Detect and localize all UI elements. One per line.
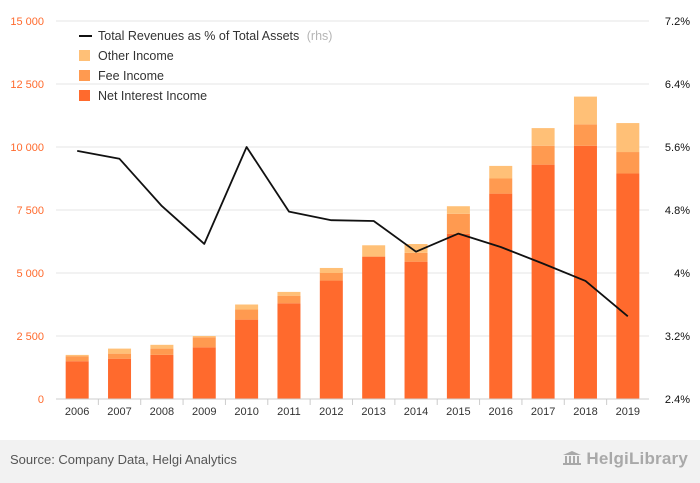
bar-net-interest-income — [319, 280, 343, 399]
bar-net-interest-income — [192, 347, 216, 399]
bar-net-interest-income — [489, 193, 513, 399]
legend: Total Revenues as % of Total Assets (rhs… — [79, 29, 332, 103]
bar-net-interest-income — [404, 261, 428, 399]
y-left-tick-label: 0 — [38, 394, 44, 406]
source-note: Source: Company Data, Helgi Analytics — [10, 452, 237, 467]
x-tick-label: 2010 — [234, 406, 258, 418]
x-tick-label: 2007 — [107, 406, 131, 418]
bar-fee-income — [235, 309, 259, 320]
bar-other-income — [235, 304, 259, 310]
bar-fee-income — [150, 348, 174, 355]
y-left-tick-label: 15 000 — [10, 16, 44, 28]
bar-fee-income — [573, 124, 597, 146]
y-left-tick-label: 2 500 — [16, 331, 44, 343]
bar-net-interest-income — [150, 354, 174, 399]
x-tick-label: 2008 — [150, 406, 174, 418]
x-tick-label: 2014 — [404, 406, 428, 418]
bar-fee-income — [616, 152, 640, 174]
x-tick-label: 2006 — [65, 406, 89, 418]
bar-other-income — [65, 354, 89, 357]
bar-fee-income — [446, 213, 470, 234]
bar-other-income — [319, 267, 343, 273]
axes: 0 2.4% 2 500 3.2% 5 000 4% 7 500 4.8% 10 000 5.6%… — [10, 16, 690, 418]
bar-other-income — [108, 348, 132, 354]
x-tick-label: 2017 — [531, 406, 555, 418]
bar-fee-income — [65, 356, 89, 362]
bar-net-interest-income — [235, 319, 259, 399]
bar-net-interest-income — [277, 303, 301, 399]
bar-other-income — [573, 96, 597, 125]
bar-net-interest-income — [573, 145, 597, 399]
footer: Source: Company Data, Helgi Analytics He… — [0, 440, 700, 483]
y-right-tick-label: 4% — [674, 268, 690, 280]
bar-other-income — [531, 128, 555, 146]
bar-net-interest-income — [616, 173, 640, 399]
y-right-tick-label: 2.4% — [665, 394, 690, 406]
bar-net-interest-income — [65, 361, 89, 399]
bar-net-interest-income — [531, 164, 555, 399]
bar-net-interest-income — [362, 256, 386, 399]
bar-other-income — [192, 336, 216, 338]
y-right-tick-label: 7.2% — [665, 16, 690, 28]
legend-line-label: Total Revenues as % of Total Assets (rhs… — [98, 29, 332, 43]
line-layer — [77, 146, 629, 317]
bar-fee-income — [277, 295, 301, 304]
bar-other-income — [150, 344, 174, 349]
y-right-tick-label: 3.2% — [665, 331, 690, 343]
y-right-tick-label: 4.8% — [665, 205, 690, 217]
x-tick-label: 2009 — [192, 406, 216, 418]
y-right-tick-label: 5.6% — [665, 142, 690, 154]
legend-swatch-other-income — [79, 50, 90, 61]
x-tick-label: 2018 — [573, 406, 597, 418]
bar-net-interest-income — [446, 233, 470, 399]
legend-line-name: Total Revenues as % of Total Assets — [98, 29, 299, 43]
bar-fee-income — [489, 178, 513, 194]
bar-fee-income — [531, 145, 555, 165]
y-left-tick-label: 12 500 — [10, 79, 44, 91]
y-left-tick-label: 5 000 — [16, 268, 44, 280]
logo-text: HelgiLibrary — [586, 449, 688, 468]
bar-fee-income — [404, 252, 428, 262]
legend-swatch-net-interest-income — [79, 90, 90, 101]
bar-fee-income — [108, 353, 132, 359]
legend-label-net-interest-income: Net Interest Income — [98, 89, 207, 103]
bar-net-interest-income — [108, 358, 132, 399]
x-tick-label: 2015 — [446, 406, 470, 418]
bar-other-income — [404, 244, 428, 253]
x-tick-label: 2019 — [616, 406, 640, 418]
legend-label-other-income: Other Income — [98, 49, 174, 63]
x-tick-label: 2016 — [489, 406, 513, 418]
bar-fee-income — [319, 273, 343, 281]
bars-layer — [65, 96, 640, 399]
legend-label-fee-income: Fee Income — [98, 69, 164, 83]
legend-line-suffix: (rhs) — [307, 29, 333, 43]
x-tick-label: 2011 — [277, 406, 301, 418]
y-left-tick-label: 10 000 — [10, 142, 44, 154]
helgi-library-logo[interactable]: HelgiLibrary — [562, 449, 688, 469]
library-building-icon — [563, 451, 582, 465]
legend-swatch-fee-income — [79, 70, 90, 81]
y-right-tick-label: 6.4% — [665, 79, 690, 91]
revenue-to-assets-line — [77, 146, 629, 317]
y-left-tick-label: 7 500 — [16, 205, 44, 217]
bar-other-income — [489, 165, 513, 179]
bar-other-income — [277, 291, 301, 296]
bar-other-income — [446, 206, 470, 214]
bar-other-income — [616, 123, 640, 153]
x-tick-label: 2013 — [361, 406, 385, 418]
bar-other-income — [362, 245, 386, 257]
revenue-chart: 0 2.4% 2 500 3.2% 5 000 4% 7 500 4.8% 10 000 5.6%… — [10, 16, 690, 418]
x-tick-label: 2012 — [319, 406, 343, 418]
bar-fee-income — [192, 337, 216, 348]
